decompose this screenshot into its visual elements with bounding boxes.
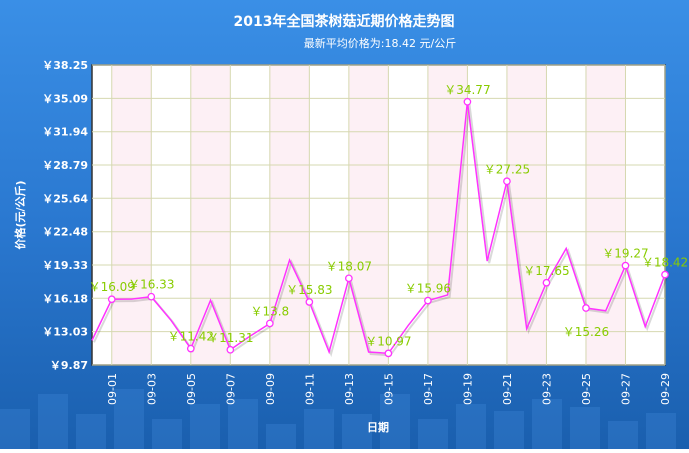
x-tick-label: 09-23 — [540, 373, 553, 405]
background-bar — [266, 424, 296, 449]
x-tick-label: 09-19 — [461, 373, 474, 405]
data-label: ￥10.97 — [365, 334, 411, 348]
data-label: ￥18.42 — [642, 256, 688, 270]
x-tick-label: 09-03 — [145, 373, 158, 405]
data-label: ￥18.07 — [326, 259, 372, 273]
data-point — [147, 292, 156, 301]
data-point — [542, 278, 551, 287]
grid-band — [269, 66, 310, 364]
background-bar — [114, 389, 144, 449]
x-tick-label: 09-17 — [422, 373, 435, 405]
data-label: ￥15.83 — [286, 283, 332, 297]
data-label: ￥13.8 — [250, 304, 289, 318]
data-point — [186, 344, 195, 353]
y-tick-label: ￥9.87 — [50, 359, 88, 372]
y-tick-label: ￥35.09 — [42, 92, 88, 105]
data-point — [226, 345, 235, 354]
background-bar — [380, 394, 410, 449]
background-bar — [304, 409, 334, 449]
background-bar — [646, 413, 676, 449]
x-tick-label: 09-05 — [185, 373, 198, 405]
y-tick-label: ￥19.33 — [42, 259, 88, 272]
background-bar — [608, 421, 638, 449]
data-label: ￥16.09 — [89, 280, 135, 294]
background-bar — [228, 399, 258, 449]
background-bars — [0, 389, 676, 449]
chart-subtitle: 最新平均价格为:18.42 元/公斤 — [304, 36, 456, 50]
data-label: ￥34.77 — [444, 83, 490, 97]
background-bar — [494, 411, 524, 449]
background-bar — [456, 404, 486, 449]
background-bar — [76, 414, 106, 449]
background-bar — [532, 399, 562, 449]
data-label: ￥15.96 — [405, 282, 451, 296]
background-bar — [0, 409, 30, 449]
data-label: ￥27.25 — [484, 162, 530, 176]
background-bar — [38, 394, 68, 449]
data-label: ￥15.26 — [563, 325, 609, 339]
data-label: ￥11.42 — [168, 330, 214, 344]
background-bar — [190, 404, 220, 449]
data-label: ￥17.65 — [523, 264, 569, 278]
x-tick-label: 09-25 — [580, 373, 593, 405]
y-tick-label: ￥13.03 — [42, 326, 88, 339]
background-bar — [570, 407, 600, 449]
grid-band — [585, 66, 626, 364]
data-point — [345, 274, 353, 283]
data-point — [503, 177, 511, 186]
y-tick-label: ￥22.48 — [42, 226, 88, 239]
y-tick-label: ￥16.18 — [42, 292, 88, 305]
data-label: ￥16.33 — [128, 278, 174, 292]
data-point — [582, 304, 590, 312]
data-point — [661, 270, 669, 279]
x-axis-label: 日期 — [367, 420, 389, 434]
background-bar — [342, 414, 372, 449]
x-tick-label: 09-21 — [501, 373, 514, 405]
data-point — [107, 295, 116, 304]
data-label: ￥11.31 — [207, 331, 253, 345]
y-tick-label: ￥25.64 — [42, 192, 88, 205]
data-point — [424, 296, 432, 305]
data-point — [265, 319, 274, 328]
grid-band — [506, 66, 547, 364]
chart-title: 2013年全国茶树菇近期价格走势图 — [234, 13, 455, 30]
x-tick-label: 09-15 — [382, 373, 395, 405]
x-tick-label: 09-11 — [303, 373, 316, 405]
background-bar — [418, 419, 448, 449]
grid-band — [348, 66, 389, 364]
x-tick-label: 09-29 — [659, 373, 672, 405]
data-label: ￥19.27 — [602, 247, 648, 261]
x-tick-label: 09-09 — [264, 373, 277, 405]
grid-band — [111, 66, 152, 364]
x-tick-label: 09-01 — [106, 373, 119, 405]
x-tick-label: 09-13 — [343, 373, 356, 405]
x-tick-label: 09-07 — [224, 373, 237, 405]
y-tick-label: ￥28.79 — [42, 159, 88, 172]
y-tick-label: ￥31.94 — [42, 126, 88, 139]
y-axis-label: 价格(元/公斤) — [13, 180, 27, 249]
y-tick-label: ￥38.25 — [42, 59, 88, 72]
data-point — [305, 298, 314, 306]
price-line — [91, 101, 666, 355]
data-point — [621, 261, 630, 270]
background-bar — [152, 419, 182, 449]
data-point — [384, 349, 393, 358]
grid-band — [190, 66, 231, 364]
x-tick-label: 09-27 — [619, 373, 632, 405]
data-point — [463, 97, 472, 106]
grid-band — [427, 66, 468, 364]
